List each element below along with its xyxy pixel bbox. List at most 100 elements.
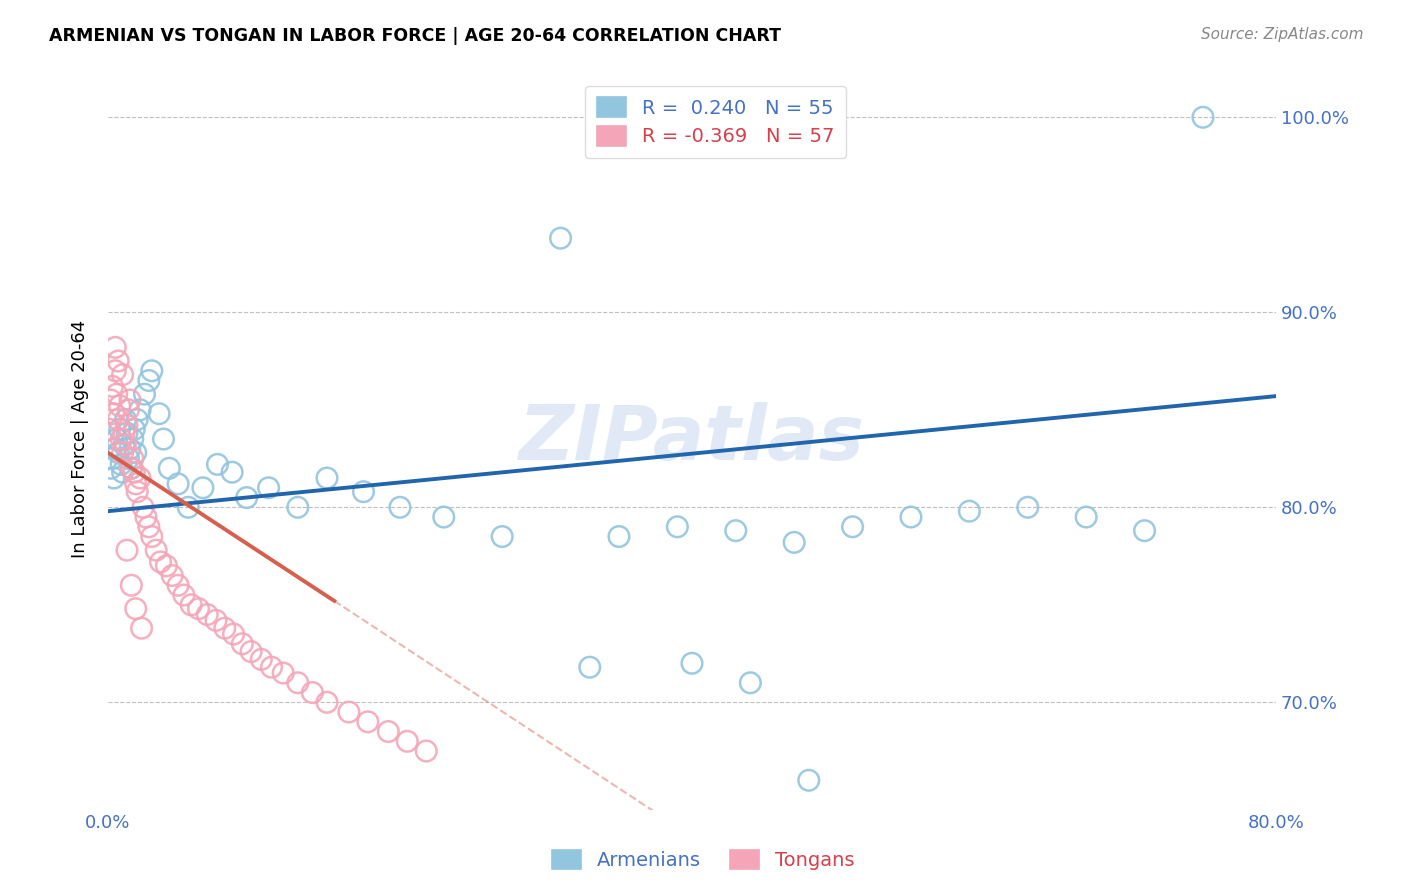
Point [152,432,174,446]
Point [103,407,125,421]
Point [125,601,148,615]
Point [120,461,142,475]
Point [415,744,437,758]
Point [98,422,121,436]
Point [1076,510,1098,524]
Point [301,685,323,699]
Point [173,588,195,602]
Point [191,481,214,495]
Point [114,412,136,426]
Point [125,476,148,491]
Point [122,465,145,479]
Point [167,578,190,592]
Point [287,500,309,515]
Point [160,568,183,582]
Point [118,442,141,456]
Point [120,578,142,592]
Point [105,432,128,446]
Point [110,432,132,446]
Point [666,520,689,534]
Point [377,724,399,739]
Point [157,461,180,475]
Point [681,657,703,671]
Point [104,340,127,354]
Point [101,451,124,466]
Point [135,510,157,524]
Point [127,484,149,499]
Point [101,379,124,393]
Point [131,621,153,635]
Point [108,399,131,413]
Point [121,432,143,446]
Point [491,529,513,543]
Point [388,500,411,515]
Text: ZIPatlas: ZIPatlas [519,402,865,476]
Point [141,364,163,378]
Point [235,491,257,505]
Point [205,613,228,627]
Point [177,500,200,515]
Point [148,407,170,421]
Point [107,412,129,426]
Point [337,705,360,719]
Point [187,601,209,615]
Point [138,374,160,388]
Point [433,510,456,524]
Point [900,510,922,524]
Point [138,520,160,534]
Point [195,607,218,622]
Point [167,476,190,491]
Point [1192,110,1215,124]
Point [110,458,132,472]
Point [115,426,138,441]
Point [145,543,167,558]
Point [221,465,243,479]
Point [207,458,229,472]
Point [357,714,380,729]
Point [115,543,138,558]
Point [1133,524,1156,538]
Point [149,555,172,569]
Point [155,558,177,573]
Point [841,520,863,534]
Point [607,529,630,543]
Point [240,644,263,658]
Point [257,481,280,495]
Point [104,364,127,378]
Point [783,535,806,549]
Point [122,422,145,436]
Point [105,387,128,401]
Point [118,392,141,407]
Point [111,445,134,459]
Point [396,734,419,748]
Point [107,354,129,368]
Point [127,412,149,426]
Point [214,621,236,635]
Point [250,652,273,666]
Point [287,675,309,690]
Point [107,445,129,459]
Point [129,471,152,485]
Point [1017,500,1039,515]
Point [141,529,163,543]
Point [114,438,136,452]
Point [550,231,572,245]
Text: Source: ZipAtlas.com: Source: ZipAtlas.com [1201,27,1364,42]
Point [111,368,134,382]
Point [316,695,339,709]
Point [112,438,135,452]
Point [724,524,747,538]
Point [121,451,143,466]
Point [112,426,135,441]
Point [353,484,375,499]
Point [100,461,122,475]
Point [117,402,139,417]
Point [180,598,202,612]
Point [316,471,339,485]
Point [740,675,762,690]
Y-axis label: In Labor Force | Age 20-64: In Labor Force | Age 20-64 [72,320,89,558]
Point [111,465,134,479]
Point [271,666,294,681]
Point [115,418,138,433]
Point [125,445,148,459]
